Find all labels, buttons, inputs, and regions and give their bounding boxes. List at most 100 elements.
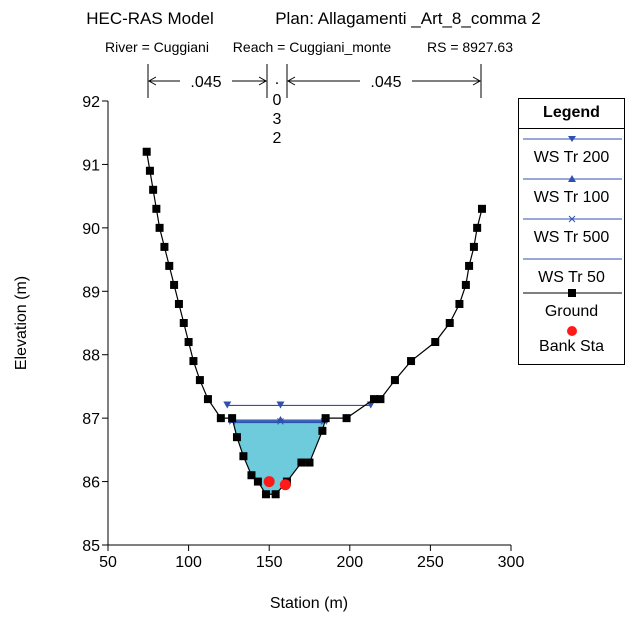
ground-point — [170, 280, 179, 289]
y-tick-label: 85 — [82, 538, 100, 555]
ground-point — [390, 376, 399, 385]
manning-right-value: .045 — [370, 74, 401, 91]
x-tick-label: 100 — [175, 554, 202, 571]
bank-station-point — [279, 479, 291, 491]
ground-point — [174, 299, 183, 308]
y-tick-label: 90 — [82, 221, 100, 238]
manning-right-arrowhead-a — [286, 76, 296, 86]
x-tick-label: 300 — [498, 554, 525, 571]
legend-label: WS Tr 100 — [533, 189, 610, 206]
ground-line — [146, 151, 483, 495]
legend-separator — [519, 128, 624, 129]
y-tick-label: 92 — [82, 94, 100, 111]
ground-point — [228, 414, 237, 423]
ground-point — [179, 319, 188, 327]
x-ticks: 50 100 150 200 250 300 — [99, 545, 524, 571]
ground-point — [297, 458, 306, 467]
ground-point — [160, 242, 169, 251]
legend: Legend WS Tr 200 WS Tr 100 WS Tr 500 WS … — [518, 98, 625, 365]
ground-point — [469, 242, 478, 251]
legend-swatch-x-icon — [523, 215, 622, 223]
plot-area — [142, 147, 486, 499]
ground-point — [271, 490, 280, 499]
x-tick-label: 200 — [336, 554, 363, 571]
ground-point — [189, 357, 198, 366]
legend-swatch-triangle-down-icon — [523, 136, 622, 142]
y-ticks: 85 86 87 88 89 90 91 92 — [82, 94, 108, 555]
subtitle-rs: RS = 8927.63 — [427, 39, 513, 55]
legend-item-bank-sta: Bank Sta — [519, 325, 624, 365]
ground-point — [203, 395, 212, 404]
legend-swatch-circle-icon — [567, 326, 577, 336]
legend-item-ws-tr-50: WS Tr 50 — [519, 253, 624, 293]
bank-station-point — [263, 476, 275, 488]
ground-point — [247, 471, 256, 480]
ground-point — [321, 414, 330, 423]
legend-label: Bank Sta — [539, 338, 604, 355]
legend-label: WS Tr 50 — [538, 269, 605, 286]
ws-marker-triangle-down — [223, 401, 232, 409]
ground-point — [195, 376, 204, 385]
manning-channel-char-2: 3 — [273, 111, 282, 128]
ground-point — [165, 261, 174, 270]
legend-item-ws-tr-200: WS Tr 200 — [519, 133, 624, 173]
ground-point — [431, 338, 440, 347]
ground-point — [216, 414, 225, 423]
ground-point — [253, 477, 262, 486]
y-axis-label: Elevation (m) — [13, 276, 30, 370]
bank-station-layer — [263, 476, 291, 491]
legend-label: WS Tr 500 — [533, 229, 610, 246]
x-tick-label: 250 — [417, 554, 444, 571]
x-axis-label: Station (m) — [270, 595, 348, 612]
ground-point — [445, 319, 454, 327]
ground-point — [342, 414, 351, 423]
x-tick-label: 50 — [99, 554, 117, 571]
y-tick-label: 91 — [82, 157, 100, 174]
ground-point — [318, 426, 327, 435]
legend-swatch-line-icon — [523, 258, 622, 260]
manning-channel-char-0: . — [275, 71, 279, 88]
manning-channel-char-1: 0 — [273, 92, 282, 109]
title-model: HEC-RAS Model — [86, 9, 214, 28]
ground-point — [455, 299, 464, 308]
ground-point — [232, 433, 241, 442]
ground-point — [261, 490, 270, 499]
axes: 50 100 150 200 250 300 85 86 87 88 89 90 91 92 — [82, 94, 524, 571]
subtitle-reach: Reach = Cuggiani_monte — [233, 39, 392, 55]
y-tick-label: 89 — [82, 284, 100, 301]
ground-point — [145, 166, 154, 175]
ground-point — [184, 338, 193, 347]
ground-point — [152, 204, 161, 213]
ground-layer — [142, 147, 486, 499]
manning-left-arrowhead-b — [258, 76, 268, 86]
y-tick-label: 86 — [82, 475, 100, 492]
ground-point — [465, 261, 474, 270]
manning-right-arrowhead-b — [472, 76, 482, 86]
ground-point — [461, 280, 470, 289]
ground-point — [369, 395, 378, 404]
legend-label: Ground — [544, 303, 599, 320]
ground-point — [149, 185, 158, 194]
ground-point — [477, 204, 486, 213]
y-tick-label: 87 — [82, 411, 100, 428]
ground-point — [473, 223, 482, 232]
ground-point — [376, 395, 385, 404]
ground-point — [305, 458, 314, 467]
ground-point — [239, 452, 248, 461]
water-surface-layer — [223, 401, 375, 425]
legend-swatch-triangle-up-icon — [523, 175, 622, 182]
y-tick-label: 88 — [82, 348, 100, 365]
subtitle-river: River = Cuggiani — [105, 39, 209, 55]
manning-left-arrowhead-a — [147, 76, 157, 86]
ws-marker-triangle-down — [276, 401, 285, 409]
ws-marker-x — [277, 417, 284, 425]
legend-item-ground: Ground — [519, 287, 624, 327]
manning-left-value: .045 — [190, 74, 221, 91]
manning-channel-char-3: 2 — [273, 130, 282, 147]
title-plan: Plan: Allagamenti _Art_8_comma 2 — [275, 9, 541, 28]
ground-point — [155, 223, 164, 232]
mannings-n-indicator: .045 .045 . 0 3 2 — [147, 64, 482, 147]
ground-point — [407, 357, 416, 366]
x-tick-label: 150 — [256, 554, 283, 571]
